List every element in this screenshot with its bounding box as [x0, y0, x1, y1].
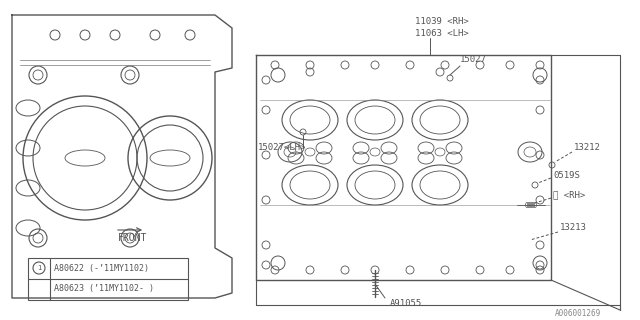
Text: 13213: 13213 — [560, 223, 587, 233]
Bar — [28, 258, 188, 300]
Text: FRONT: FRONT — [118, 233, 147, 243]
Text: A80623 (’11MY1102- ): A80623 (’11MY1102- ) — [54, 284, 154, 293]
Text: 15027<LH>: 15027<LH> — [258, 143, 307, 153]
Text: 0519S: 0519S — [553, 171, 580, 180]
Text: 1: 1 — [37, 265, 41, 271]
Text: A006001269: A006001269 — [555, 308, 601, 317]
Text: A91055: A91055 — [390, 299, 422, 308]
Text: 11063 <LH>: 11063 <LH> — [415, 28, 468, 37]
Text: 13212: 13212 — [574, 143, 601, 153]
Text: A80622 (-’11MY1102): A80622 (-’11MY1102) — [54, 263, 149, 273]
Text: 11039 <RH>: 11039 <RH> — [415, 18, 468, 27]
Text: 15027: 15027 — [460, 55, 487, 65]
Text: ① <RH>: ① <RH> — [553, 190, 585, 199]
Polygon shape — [256, 55, 551, 280]
Polygon shape — [12, 15, 232, 298]
